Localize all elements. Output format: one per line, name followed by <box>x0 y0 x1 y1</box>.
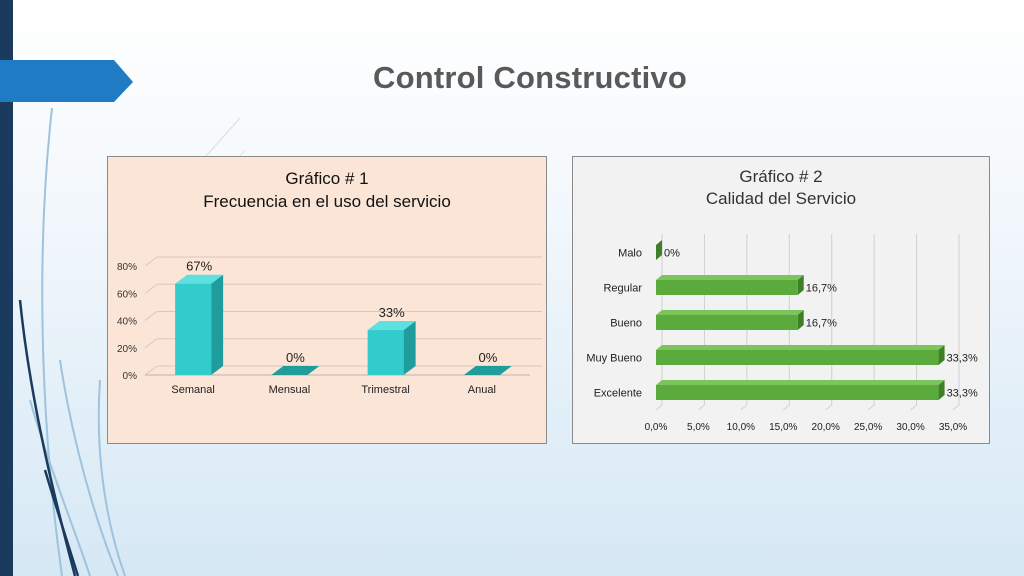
chart2-gridline-diag <box>952 404 960 411</box>
chart2-data-label: 33,3% <box>947 388 978 400</box>
chart2-bar <box>656 280 798 295</box>
chart1-data-label: 0% <box>478 350 497 365</box>
chart2-subtitle: Calidad del Servicio <box>705 189 857 208</box>
chart1-data-label: 0% <box>286 350 305 365</box>
chart1-gridline-diag <box>144 338 158 349</box>
chart1-ytick-label: 60% <box>117 289 137 300</box>
chart2-bar-side <box>938 345 945 365</box>
chart2-bar-side <box>797 310 804 330</box>
chart1-ytick-label: 20% <box>117 344 137 355</box>
chart2-bar <box>656 240 662 260</box>
chart2-data-label: 16,7% <box>806 283 837 295</box>
chart2-bar-top <box>656 345 945 350</box>
chart2-data-label: 0% <box>664 248 680 260</box>
chart2-ytick-label: Malo <box>618 248 642 260</box>
left-bar <box>0 0 13 576</box>
chart1-xtick-label: Trimestral <box>361 384 409 396</box>
chart1-ytick-label: 0% <box>123 371 138 382</box>
chart2-bar-side <box>797 275 804 295</box>
chart2-ytick-label: Regular <box>603 283 642 295</box>
chart1-gridline-diag <box>144 311 158 321</box>
chart2-xtick-label: 5,0% <box>687 422 710 433</box>
chart2-gridline-diag <box>740 404 748 411</box>
chart1-bar-side <box>211 274 224 375</box>
chart2-data-label: 16,7% <box>806 318 837 330</box>
chart2-xtick-label: 30,0% <box>896 422 924 433</box>
chart2-gridline-diag <box>782 404 790 411</box>
chart2-ytick-label: Muy Bueno <box>586 353 642 365</box>
chart2-bar <box>656 350 939 365</box>
chart2-xtick-label: 0,0% <box>645 422 668 433</box>
chart2-gridline-diag <box>867 404 875 411</box>
chart1-bar <box>367 330 404 375</box>
chart2-xtick-label: 20,0% <box>812 422 840 433</box>
chart2-xtick-label: 35,0% <box>939 422 967 433</box>
chart2-data-label: 33,3% <box>947 353 978 365</box>
chart2-bar-top <box>656 275 804 280</box>
chart2-xtick-label: 25,0% <box>854 422 882 433</box>
chart1-gridline-diag <box>144 283 158 294</box>
chart2-xtick-label: 15,0% <box>769 422 797 433</box>
chart1-ytick-label: 80% <box>117 262 137 273</box>
chart1-bar-side <box>403 321 416 375</box>
chart2-gridline-diag <box>655 404 663 411</box>
chart2-svg: 0,0% 5,0% 10,0% 15,0% 20,0% 25,0% 30,0% 35,0% 0%… <box>586 234 978 433</box>
chart1-ytick-label: 40% <box>117 317 137 328</box>
chart2-ytick-label: Excelente <box>594 388 642 400</box>
chart1-subtitle: Frecuencia en el uso del servicio <box>203 192 451 211</box>
slide-title: Control Constructivo <box>373 60 687 95</box>
chart1-bar-top <box>367 321 416 331</box>
accent-arrow <box>0 60 133 102</box>
chart1-xtick-label: Anual <box>468 384 496 396</box>
chart2-gridline-diag <box>910 404 917 411</box>
chart1-bar <box>271 366 320 375</box>
chart2-bar <box>656 385 939 400</box>
chart2-gridline-diag <box>698 404 705 411</box>
chart2-ytick-label: Bueno <box>610 318 642 330</box>
chart1-svg: 0% 20% 40% 60% 80% 67% Semanal 0% Mensual 33% Trim… <box>117 256 542 396</box>
chart2-xtick-label: 10,0% <box>727 422 755 433</box>
chart2-bar-top <box>656 380 945 385</box>
chart1-panel: Gráfico # 1 Frecuencia en el uso del ser… <box>107 156 547 444</box>
chart2-gridline-diag <box>825 404 833 411</box>
chart1-title: Gráfico # 1 <box>285 169 369 188</box>
chart1-bar <box>175 283 212 375</box>
chart1-bar-top <box>175 274 224 284</box>
chart1-gridline-diag <box>144 365 158 376</box>
chart1-data-label: 67% <box>186 259 212 274</box>
chart1-gridline-diag <box>144 256 158 267</box>
chart1-bar <box>463 366 512 375</box>
chart2-bar-top <box>656 310 804 315</box>
chart2-bar <box>656 315 798 330</box>
chart2-bar-side <box>938 380 945 400</box>
chart1-xtick-label: Mensual <box>269 384 311 396</box>
chart1-data-label: 33% <box>379 305 405 320</box>
chart2-title: Gráfico # 2 <box>739 167 823 186</box>
chart1-xtick-label: Semanal <box>171 384 214 396</box>
chart2-panel: Gráfico # 2 Calidad del Servicio 0,0% 5,0… <box>572 156 990 444</box>
